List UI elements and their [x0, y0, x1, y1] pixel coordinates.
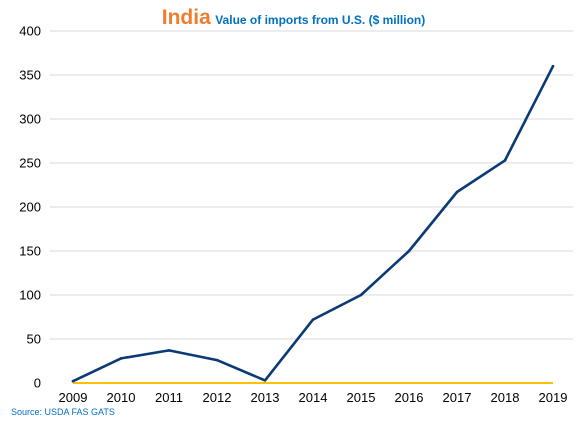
x-tick-label: 2015: [347, 390, 376, 405]
y-tick-label: 300: [19, 112, 41, 127]
y-axis-ticks: 0 50 100 150 200 250 300 350 400: [19, 24, 41, 391]
data-point: [311, 318, 315, 321]
x-tick-label: 2016: [395, 390, 424, 405]
series-line: [71, 64, 555, 383]
chart-title: India: [161, 6, 211, 29]
series-layer: [71, 64, 555, 383]
x-tick-label: 2011: [155, 390, 183, 405]
x-tick-label: 2013: [251, 390, 280, 405]
data-point: [551, 64, 555, 68]
y-tick-label: 100: [19, 288, 41, 303]
data-point: [215, 358, 219, 362]
x-tick-label: 2019: [539, 390, 568, 405]
x-tick-label: 2017: [443, 390, 472, 405]
y-tick-label: 150: [19, 244, 41, 259]
data-point: [359, 293, 363, 297]
x-tick-label: 2018: [491, 390, 520, 405]
data-point: [119, 357, 123, 360]
chart-subtitle: Value of imports from U.S. ($ million): [215, 13, 426, 27]
source-note: Source: USDA FAS GATS: [11, 407, 115, 417]
x-tick-label: 2014: [299, 390, 328, 405]
gridlines: [50, 30, 573, 340]
x-tick-label: 2010: [107, 390, 136, 405]
data-point: [263, 379, 267, 382]
chart-title-row: India Value of imports from U.S. ($ mill…: [0, 6, 587, 30]
x-tick-label: 2012: [203, 390, 232, 405]
y-tick-label: 250: [19, 156, 41, 171]
data-point: [503, 159, 507, 162]
data-point: [167, 349, 171, 352]
data-point: [71, 379, 75, 383]
x-axis-ticks: 2009 2010 2011 2012 2013 2014 2015 2016 2017 2018…: [59, 390, 568, 405]
y-tick-label: 350: [19, 68, 41, 83]
y-tick-label: 400: [19, 24, 41, 39]
x-tick-label: 2009: [59, 390, 88, 405]
y-tick-label: 50: [27, 332, 41, 347]
y-tick-label: 200: [19, 200, 41, 215]
data-point: [455, 190, 459, 194]
data-point: [407, 249, 411, 253]
y-tick-label: 0: [34, 376, 41, 391]
